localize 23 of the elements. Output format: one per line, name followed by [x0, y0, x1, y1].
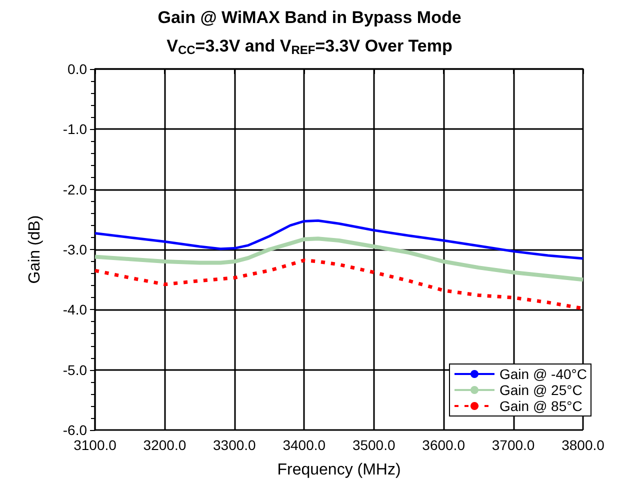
x-tick-label: 3300.0 — [213, 437, 256, 453]
x-axis-title: Frequency (MHz) — [277, 462, 401, 478]
x-tick-label: 3800.0 — [562, 437, 605, 453]
y-tick-label: -3.0 — [62, 242, 88, 258]
x-tick-label: 3700.0 — [492, 437, 535, 453]
line-series — [94, 219, 584, 260]
y-tick-label: -4.0 — [62, 302, 88, 318]
x-tick-label: 3200.0 — [143, 437, 186, 453]
x-tick-label: 3100.0 — [74, 437, 117, 453]
x-tick-label: 3600.0 — [422, 437, 466, 453]
legend-label: Gain @ 85°C — [499, 398, 582, 414]
line-series — [93, 236, 585, 282]
x-tick-label: 3400.0 — [282, 437, 326, 453]
legend-label: Gain @ 25°C — [499, 382, 582, 398]
chart-title: Gain @ WiMAX Band in Bypass Mode — [158, 8, 462, 27]
y-tick-label: -6.0 — [62, 422, 88, 438]
y-axis-title: Gain (dB) — [26, 215, 44, 284]
x-tick-label: 3500.0 — [352, 437, 396, 453]
y-tick-label: -2.0 — [62, 181, 88, 198]
legend-label: Gain @ -40°C — [499, 366, 588, 382]
y-tick-label: 0.0 — [68, 61, 88, 77]
y-tick-label: -5.0 — [62, 362, 88, 378]
y-tick-label: -1.0 — [62, 121, 88, 138]
